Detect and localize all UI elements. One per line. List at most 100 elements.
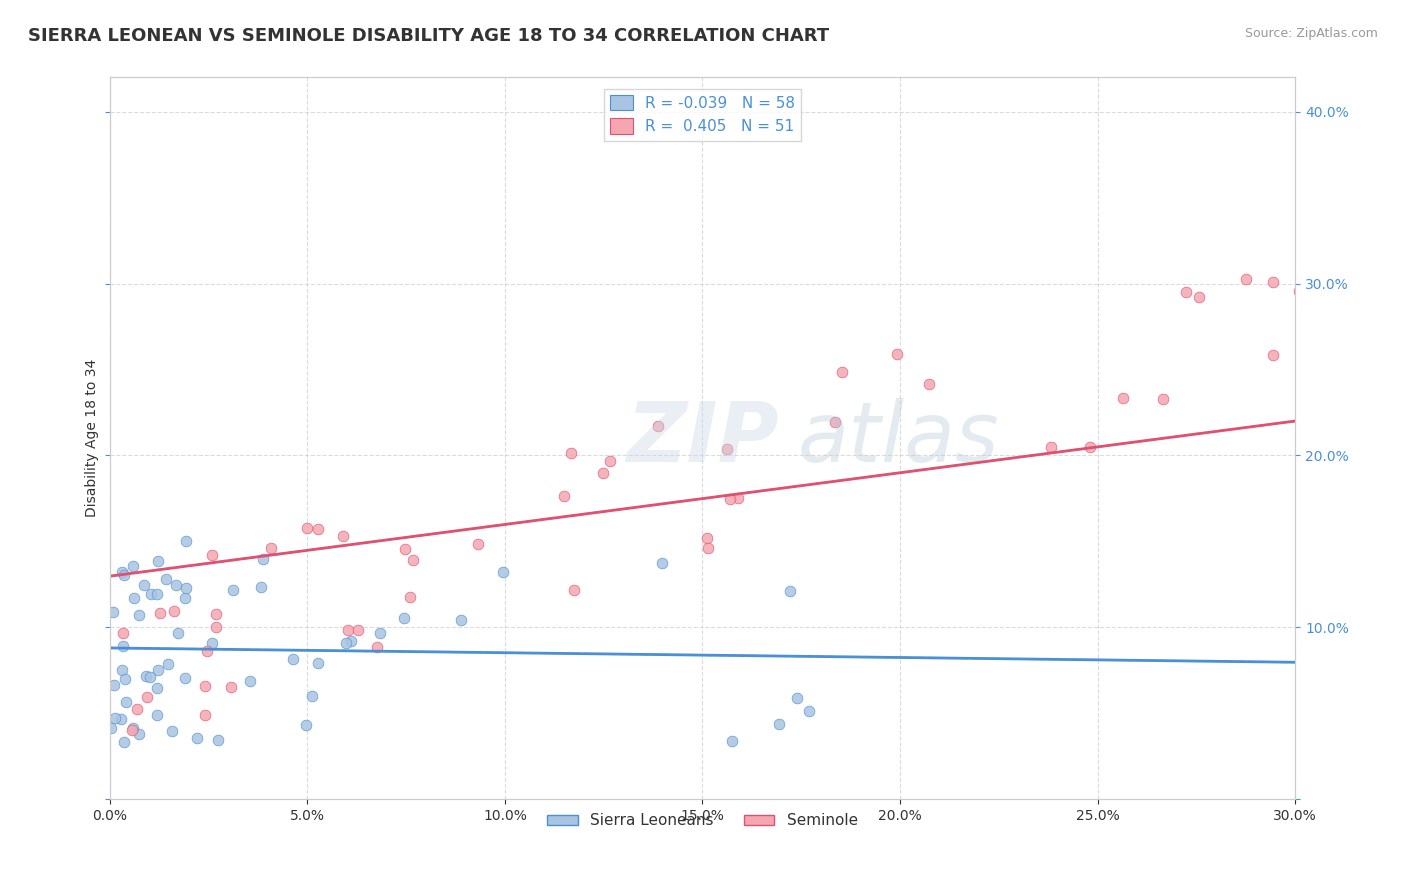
Point [467,537,489,551]
Point [1188,290,1211,304]
Point [125,702,148,716]
Point [100,721,122,735]
Point [121,721,143,735]
Point [252,552,274,566]
Text: SIERRA LEONEAN VS SEMINOLE DISABILITY AGE 18 TO 34 CORRELATION CHART: SIERRA LEONEAN VS SEMINOLE DISABILITY AG… [28,27,830,45]
Point [1234,272,1257,286]
Point [332,529,354,543]
Point [201,549,224,563]
Point [136,690,159,704]
Point [145,587,167,601]
Point [599,454,621,468]
Point [194,708,217,723]
Point [1039,440,1062,454]
Point [1175,285,1198,299]
Point [402,553,425,567]
Point [370,626,392,640]
Point [727,491,749,505]
Point [1261,348,1284,362]
Point [295,718,318,732]
Point [1261,275,1284,289]
Text: Source: ZipAtlas.com: Source: ZipAtlas.com [1244,27,1378,40]
Point [560,446,582,460]
Text: ZIP: ZIP [626,398,779,479]
Point [146,554,169,568]
Point [260,541,283,555]
Point [167,625,190,640]
Point [112,735,135,749]
Point [399,591,422,605]
Point [307,656,329,670]
Point [824,415,846,429]
Point [647,419,669,434]
Legend: Sierra Leoneans, Seminole: Sierra Leoneans, Seminole [541,807,863,835]
Point [111,663,134,677]
Point [195,644,218,658]
Point [146,663,169,677]
Point [1078,441,1101,455]
Point [918,376,941,391]
Point [160,724,183,739]
Point [141,587,163,601]
Point [104,711,127,725]
Point [1298,375,1320,389]
Point [1317,313,1340,327]
Point [128,608,150,623]
Point [221,582,243,597]
Point [340,633,363,648]
Point [111,566,134,580]
Point [110,712,132,726]
Point [114,672,136,686]
Point [186,731,208,746]
Point [165,578,187,592]
Point [112,568,135,582]
Point [205,620,228,634]
Point [301,689,323,703]
Point [307,522,329,536]
Point [174,581,197,595]
Point [149,606,172,620]
Point [281,652,304,666]
Point [155,572,177,586]
Point [346,624,368,638]
Text: atlas: atlas [797,398,998,479]
Point [201,636,224,650]
Point [592,466,614,480]
Point [146,708,169,723]
Point [156,657,179,672]
Point [1111,392,1133,406]
Point [204,607,226,621]
Point [103,605,125,619]
Point [128,727,150,741]
Point [779,584,801,599]
Point [207,733,229,747]
Point [139,670,162,684]
Point [219,680,242,694]
Point [146,681,169,695]
Point [335,636,357,650]
Point [173,671,195,685]
Point [176,534,198,549]
Point [562,583,585,598]
Point [163,605,186,619]
Point [337,624,360,638]
Point [173,591,195,605]
Point [297,521,319,535]
Point [716,442,738,457]
Point [721,733,744,747]
Point [394,541,416,556]
Point [122,591,145,605]
Point [1288,284,1310,298]
Point [194,679,217,693]
Point [366,640,388,654]
Y-axis label: Disability Age 18 to 34: Disability Age 18 to 34 [86,359,100,517]
Point [239,674,262,689]
Point [394,611,416,625]
Point [450,613,472,627]
Point [121,558,143,573]
Point [831,365,853,379]
Point [103,678,125,692]
Point [768,717,790,731]
Point [132,578,155,592]
Point [135,668,157,682]
